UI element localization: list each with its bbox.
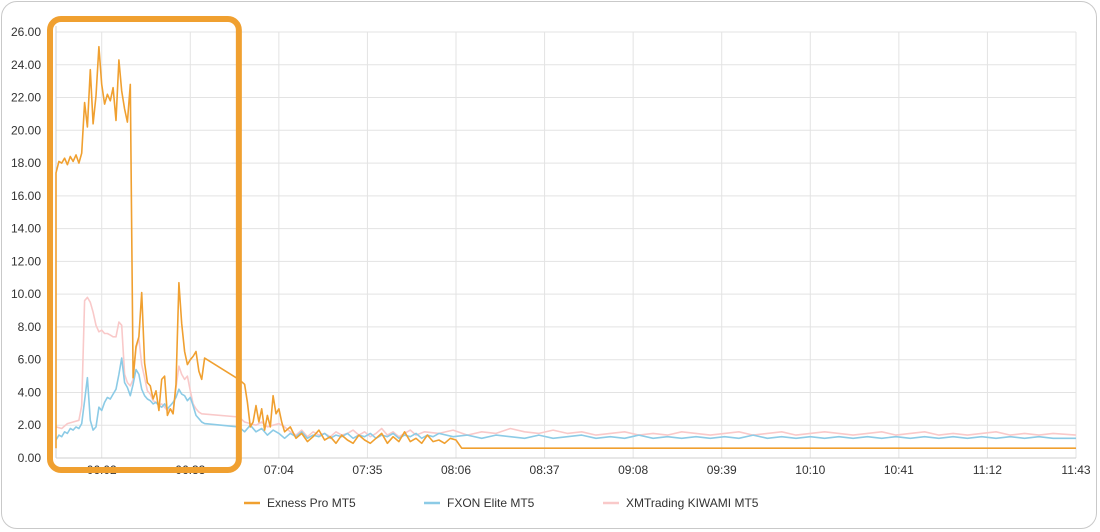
highlight-box [47, 16, 242, 473]
y-tick-label: 0.00 [18, 451, 42, 465]
y-tick-label: 20.00 [11, 123, 41, 137]
x-tick-label: 09:39 [707, 463, 737, 477]
grid-lines [55, 26, 1077, 459]
series-line-2 [55, 296, 1077, 438]
x-tick-label: 07:04 [264, 463, 294, 477]
y-tick-label: 2.00 [18, 418, 42, 432]
y-tick-label: 8.00 [18, 320, 42, 334]
legend-label: Exness Pro MT5 [267, 496, 356, 510]
highlight-rectangle [47, 16, 242, 473]
y-tick-label: 22.00 [11, 91, 41, 105]
x-tick-label: 07:35 [352, 463, 382, 477]
y-tick-label: 10.00 [11, 287, 41, 301]
x-tick-label: 10:10 [795, 463, 825, 477]
x-tick-label: 11:12 [973, 463, 1002, 477]
y-tick-label: 16.00 [11, 189, 41, 203]
x-tick-label: 08:37 [530, 463, 560, 477]
series-line-0 [55, 45, 1076, 449]
legend: Exness Pro MT5 FXON Elite MT5 XMTrading KI… [244, 496, 759, 510]
legend-label: XMTrading KIWAMI MT5 [626, 496, 759, 510]
y-tick-label: 6.00 [18, 353, 42, 367]
series-lines [55, 45, 1077, 449]
y-tick-label: 4.00 [18, 385, 42, 399]
y-tick-label: 14.00 [11, 222, 41, 236]
y-tick-label: 24.00 [11, 58, 41, 72]
y-tick-label: 26.00 [11, 25, 41, 39]
x-axis-ticks: 06:02 06:33 07:04 07:35 08:06 08:37 09:08 09:39… [87, 463, 1091, 477]
x-tick-label: 08:06 [441, 463, 471, 477]
x-tick-label: 10:41 [884, 463, 914, 477]
y-tick-label: 18.00 [11, 156, 41, 170]
y-tick-label: 12.00 [11, 254, 41, 268]
legend-label: FXON Elite MT5 [447, 496, 535, 510]
x-tick-label: 09:08 [618, 463, 648, 477]
x-tick-label: 11:43 [1061, 463, 1090, 477]
y-axis-ticks: 0.00 2.00 4.00 6.00 8.00 10.00 12.00 14.00 16.00… [11, 25, 41, 465]
series-line-1 [55, 357, 1076, 441]
